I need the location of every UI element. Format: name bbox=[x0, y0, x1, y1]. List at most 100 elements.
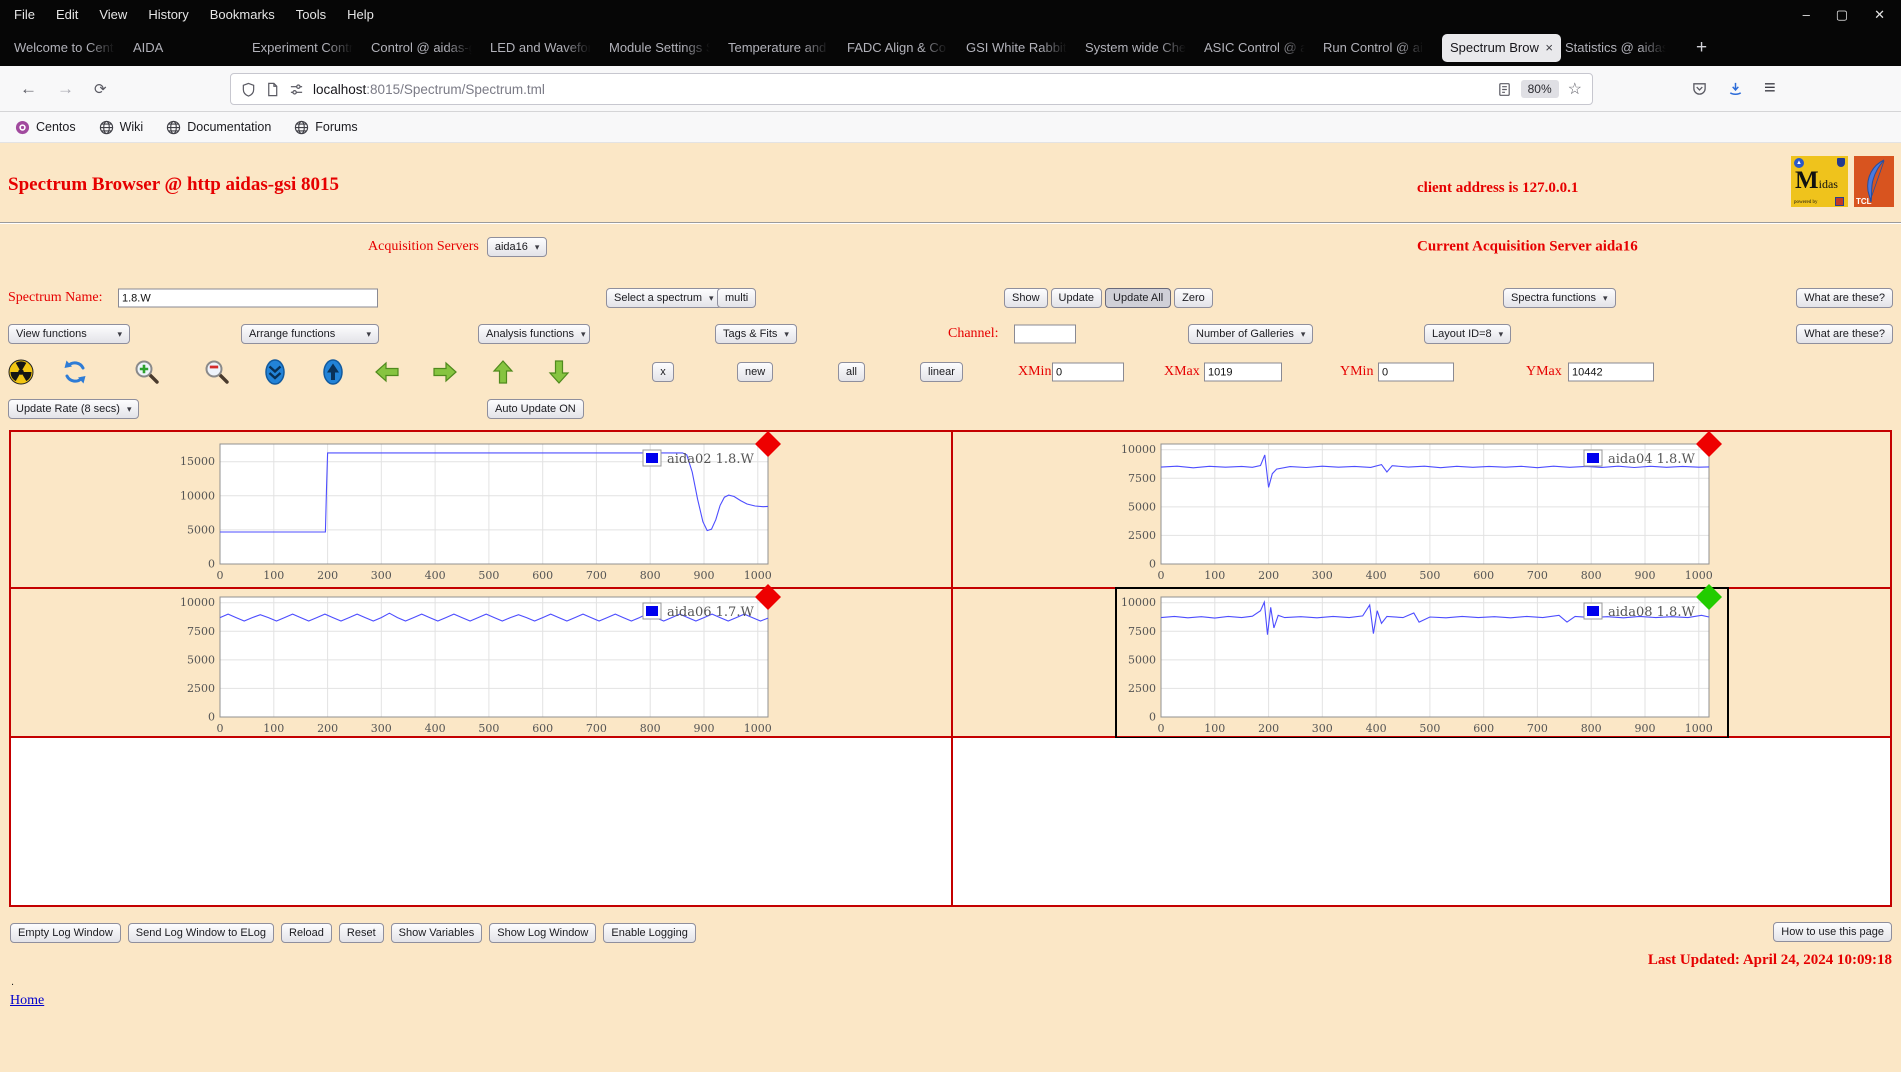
tab-module-settings-s[interactable]: Module Settings S bbox=[609, 40, 728, 55]
all-button[interactable]: all bbox=[838, 362, 866, 382]
show-variables-button[interactable]: Show Variables bbox=[390, 923, 483, 943]
gallery-cell-1[interactable]: 0 5000 10000 15000 0 100 200 300 400 500 600 700 800… bbox=[11, 430, 953, 589]
linear-button[interactable]: linear bbox=[920, 362, 963, 382]
what-are-these-button-2[interactable]: What are these? bbox=[1796, 324, 1893, 344]
menu-help[interactable]: Help bbox=[347, 7, 374, 22]
shield-icon[interactable] bbox=[241, 82, 256, 97]
select-spectrum-dropdown[interactable]: Select a spectrum ▾ bbox=[606, 288, 722, 308]
tab-temperature-and[interactable]: Temperature and bbox=[728, 40, 847, 55]
update-rate-dropdown[interactable]: Update Rate (8 secs) ▾ bbox=[8, 399, 140, 419]
tab-fadc-align-co[interactable]: FADC Align & Co bbox=[847, 40, 966, 55]
update-all-button[interactable]: Update All bbox=[1105, 288, 1172, 308]
spectrum-chart-aida02[interactable]: 0 5000 10000 15000 0 100 200 300 400 500 600 700 800… bbox=[176, 430, 786, 584]
view-functions-dropdown[interactable]: View functions ▾ bbox=[8, 324, 130, 344]
tab-aida[interactable]: AIDA bbox=[133, 40, 252, 55]
analysis-functions-dropdown[interactable]: Analysis functions ▾ bbox=[478, 324, 590, 344]
ymax-input[interactable] bbox=[1568, 362, 1654, 382]
show-log-window-button[interactable]: Show Log Window bbox=[489, 923, 597, 943]
update-button[interactable]: Update bbox=[1050, 288, 1103, 308]
spectra-functions-dropdown[interactable]: Spectra functions ▾ bbox=[1503, 288, 1616, 308]
tab-run-control-ai[interactable]: Run Control @ ai bbox=[1323, 40, 1442, 55]
arrow-right-icon[interactable] bbox=[432, 359, 458, 385]
spectrum-plot[interactable]: 0 2500 5000 7500 10000 0 100 200 300 400 500 600 700… bbox=[1117, 430, 1727, 584]
spectrum-plot[interactable]: 0 5000 10000 15000 0 100 200 300 400 500 600 700 800… bbox=[176, 430, 786, 584]
zero-button[interactable]: Zero bbox=[1174, 288, 1213, 308]
reset-button[interactable]: Reset bbox=[338, 923, 384, 943]
what-are-these-button-1[interactable]: What are these? bbox=[1796, 288, 1893, 308]
back-button[interactable]: ← bbox=[20, 78, 37, 98]
gallery-cell-3[interactable]: 0 2500 5000 7500 10000 0 100 200 300 400 500 600 700… bbox=[11, 583, 953, 738]
close-tab-icon[interactable]: × bbox=[1545, 40, 1553, 55]
spectrum-plot[interactable]: 0 2500 5000 7500 10000 0 100 200 300 400 500 600 700… bbox=[1117, 583, 1727, 737]
gallery-cell-5-empty[interactable] bbox=[11, 738, 953, 905]
pocket-icon[interactable] bbox=[1692, 81, 1707, 96]
arrow-down-icon[interactable] bbox=[546, 359, 572, 385]
tags-fits-dropdown[interactable]: Tags & Fits ▾ bbox=[715, 324, 797, 344]
arrow-left-icon[interactable] bbox=[374, 359, 400, 385]
scroll-down-icon[interactable] bbox=[262, 359, 288, 385]
close-window-icon[interactable]: ✕ bbox=[1874, 6, 1885, 22]
xmax-input[interactable] bbox=[1204, 362, 1282, 382]
permissions-icon[interactable] bbox=[289, 82, 304, 97]
gallery-cell-6-empty[interactable] bbox=[953, 738, 1890, 905]
reader-mode-icon[interactable] bbox=[1497, 82, 1512, 97]
app-menu-icon[interactable]: ≡ bbox=[1764, 77, 1776, 99]
spectrum-chart-aida06[interactable]: 0 2500 5000 7500 10000 0 100 200 300 400 500 600 700… bbox=[176, 583, 786, 737]
spectrum-plot[interactable]: 0 2500 5000 7500 10000 0 100 200 300 400 500 600 700… bbox=[176, 583, 786, 737]
tab-system-wide-che[interactable]: System wide Che bbox=[1085, 40, 1204, 55]
zoom-in-icon[interactable] bbox=[134, 359, 160, 385]
bookmark-centos[interactable]: Centos bbox=[15, 120, 76, 135]
gallery-cell-2[interactable]: 0 2500 5000 7500 10000 0 100 200 300 400 500 600 700… bbox=[953, 430, 1890, 589]
menu-bookmarks[interactable]: Bookmarks bbox=[209, 7, 275, 22]
tab-welcome-to-cent[interactable]: Welcome to Cent bbox=[14, 40, 133, 55]
reload-button[interactable]: ⟳ bbox=[94, 80, 107, 98]
new-button[interactable]: new bbox=[737, 362, 774, 382]
radiation-icon[interactable] bbox=[8, 359, 34, 385]
spectrum-name-input[interactable] bbox=[118, 288, 378, 308]
url-bar[interactable]: localhost:8015/Spectrum/Spectrum.tml 80%… bbox=[230, 73, 1593, 105]
spectrum-chart-aida08[interactable]: 0 2500 5000 7500 10000 0 100 200 300 400 500 600 700… bbox=[1114, 583, 1729, 739]
tab-control-aidas-g[interactable]: Control @ aidas-g bbox=[371, 40, 490, 55]
channel-input[interactable] bbox=[1014, 324, 1076, 344]
tab-led-and-wavefor[interactable]: LED and Wavefor bbox=[490, 40, 609, 55]
new-tab-button[interactable]: + bbox=[1696, 36, 1708, 58]
multi-button[interactable]: multi bbox=[717, 288, 757, 308]
arrow-up-icon[interactable] bbox=[490, 359, 516, 385]
gallery-cell-4[interactable]: 0 2500 5000 7500 10000 0 100 200 300 400 500 600 700… bbox=[953, 583, 1890, 739]
bookmark-documentation[interactable]: Documentation bbox=[166, 120, 271, 135]
xmin-input[interactable] bbox=[1052, 362, 1124, 382]
reload-button[interactable]: Reload bbox=[281, 923, 332, 943]
tab-asic-control-a[interactable]: ASIC Control @ a bbox=[1204, 40, 1323, 55]
send-log-window-to-elog-button[interactable]: Send Log Window to ELog bbox=[127, 923, 275, 943]
ymin-input[interactable] bbox=[1378, 362, 1454, 382]
tab-gsi-white-rabbit[interactable]: GSI White Rabbit bbox=[966, 40, 1085, 55]
number-of-galleries-dropdown[interactable]: Number of Galleries ▾ bbox=[1188, 324, 1314, 344]
forward-button[interactable]: → bbox=[57, 78, 74, 98]
auto-update-button[interactable]: Auto Update ON bbox=[487, 399, 584, 419]
arrange-functions-dropdown[interactable]: Arrange functions ▾ bbox=[241, 324, 379, 344]
zoom-out-icon[interactable] bbox=[204, 359, 230, 385]
tab-statistics-aidas[interactable]: Statistics @ aidas bbox=[1565, 40, 1684, 55]
scroll-up-icon[interactable] bbox=[320, 359, 346, 385]
page-info-icon[interactable] bbox=[265, 82, 280, 97]
menu-edit[interactable]: Edit bbox=[55, 7, 79, 22]
bookmark-wiki[interactable]: Wiki bbox=[99, 120, 143, 135]
x-axis-button[interactable]: x bbox=[652, 362, 674, 382]
how-to-use-button[interactable]: How to use this page bbox=[1773, 922, 1892, 942]
refresh-icon[interactable] bbox=[62, 359, 88, 385]
midas-logo[interactable]: ▲ Midas powered by bbox=[1791, 156, 1848, 207]
minimize-icon[interactable]: – bbox=[1802, 7, 1810, 22]
bookmark-star-icon[interactable]: ☆ bbox=[1567, 81, 1582, 98]
empty-log-window-button[interactable]: Empty Log Window bbox=[10, 923, 121, 943]
menu-tools[interactable]: Tools bbox=[295, 7, 327, 22]
acquisition-server-select[interactable]: aida16 ▾ bbox=[486, 237, 548, 257]
maximize-icon[interactable]: ▢ bbox=[1835, 6, 1849, 22]
menu-file[interactable]: File bbox=[14, 7, 35, 22]
menu-view[interactable]: View bbox=[99, 7, 128, 22]
menu-history[interactable]: History bbox=[148, 7, 189, 22]
bookmark-forums[interactable]: Forums bbox=[294, 120, 358, 135]
home-link[interactable]: Home bbox=[10, 993, 45, 1008]
spectrum-chart-aida04[interactable]: 0 2500 5000 7500 10000 0 100 200 300 400 500 600 700… bbox=[1117, 430, 1727, 584]
zoom-level-badge[interactable]: 80% bbox=[1520, 80, 1559, 98]
tcl-powered-logo[interactable]: TCL bbox=[1854, 156, 1894, 207]
